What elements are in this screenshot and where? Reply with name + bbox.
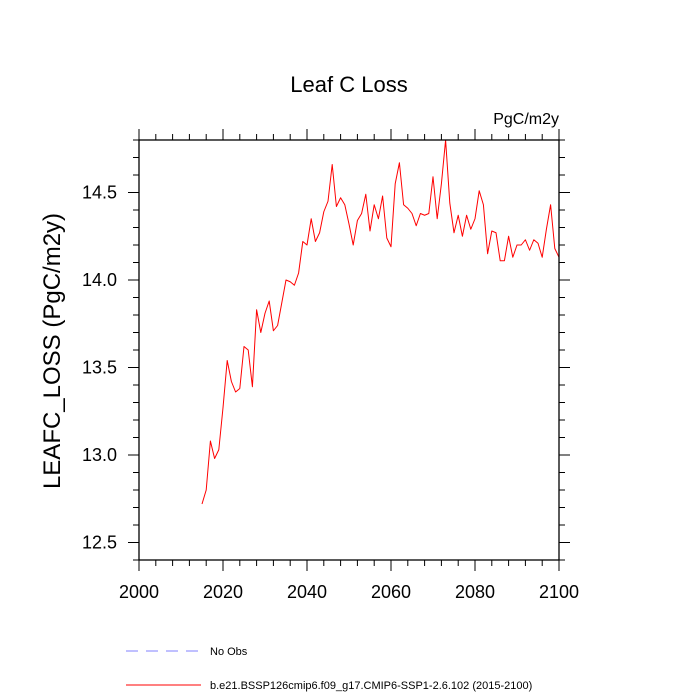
x-tick-label: 2000 [119,582,159,602]
legend-label-1: No Obs [210,646,248,658]
axis-tick-labels: 2000 2020 2040 2060 2080 2100 12.5 13.0 13.5 14.0… [82,183,579,603]
y-tick-label: 12.5 [82,533,117,553]
legend-label-2: b.e21.BSSP126cmip6.f09_g17.CMIP6-SSP1-2.… [210,680,532,692]
legend: No Obs b.e21.BSSP126cmip6.f09_g17.CMIP6-S… [126,646,532,692]
data-series [201,139,560,505]
units-label: PgC/m2y [493,111,559,128]
y-tick-label: 13.5 [82,358,117,378]
y-tick-label: 14.5 [82,183,117,203]
x-tick-label: 2060 [371,582,411,602]
x-tick-label: 2080 [455,582,495,602]
y-tick-label: 13.0 [82,445,117,465]
y-tick-label: 14.0 [82,270,117,290]
axis-ticks [128,129,570,571]
x-tick-label: 2040 [287,582,327,602]
series-line [201,139,560,505]
x-tick-label: 2020 [203,582,243,602]
plot-frame [138,139,560,561]
chart-title: Leaf C Loss [290,72,407,97]
x-tick-label: 2100 [539,582,579,602]
y-axis-label: LEAFC_LOSS (PgC/m2y) [39,213,66,489]
